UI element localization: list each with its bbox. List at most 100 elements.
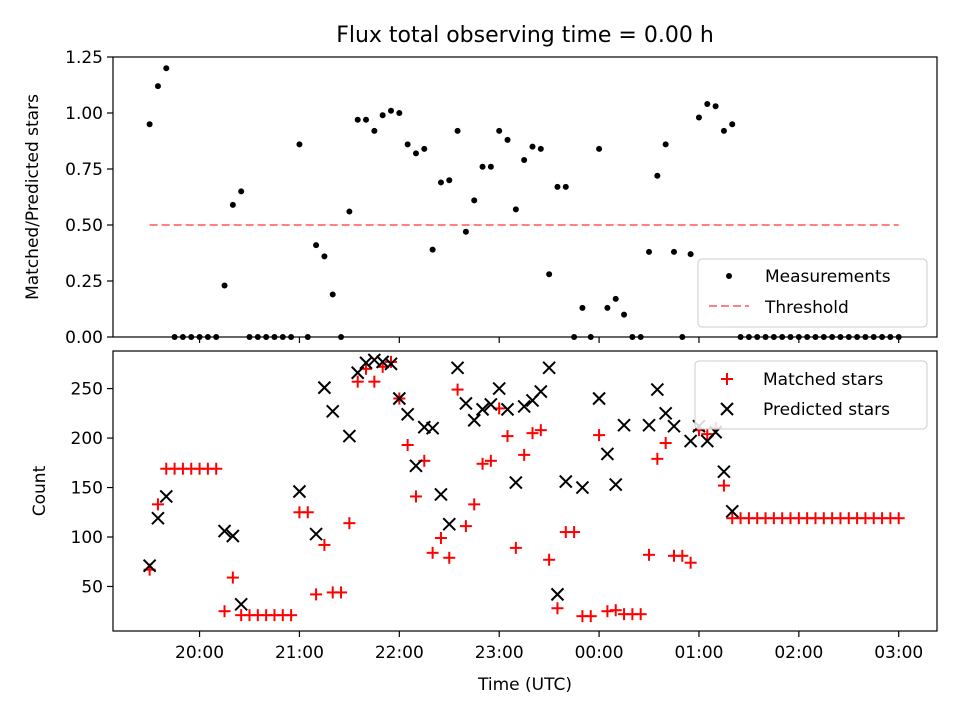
matched-stars-point (151, 498, 164, 511)
predicted-stars-point (442, 517, 456, 531)
predicted-stars-point (650, 382, 665, 397)
matched-stars-point (701, 428, 714, 441)
legend-threshold-label: Threshold (764, 298, 849, 318)
count-y-axis: 50 100 150 200 250 (71, 380, 113, 597)
ratio-panel: Flux total observing time = 0.00 h 0.000… (23, 23, 938, 348)
predicted-stars-point (384, 357, 398, 371)
ratio-y-axis-label: Matched/Predicted stars (23, 94, 43, 300)
count-x-tick-label: 03:00 (874, 643, 923, 663)
predicted-stars-point (400, 407, 415, 422)
measurement-point (462, 228, 469, 235)
matched-stars-point (551, 602, 564, 615)
measurement-point (346, 208, 353, 215)
legend-matched-label: Matched stars (763, 370, 883, 390)
predicted-stars-point (517, 399, 531, 414)
count-y-tick-label: 100 (71, 528, 103, 548)
matched-stars-point (310, 588, 323, 601)
measurement-point (662, 141, 669, 148)
predicted-stars-point (467, 413, 481, 427)
measurement-point (537, 145, 544, 152)
matched-stars-point (501, 430, 514, 443)
ratio-y-tick-label: 1.25 (65, 48, 103, 68)
measurement-point (562, 183, 569, 190)
measurement-point (546, 271, 553, 278)
count-x-tick-label: 20:00 (175, 643, 224, 663)
measurement-point (296, 141, 303, 148)
measurement-point (421, 145, 428, 152)
predicted-stars-point (217, 524, 232, 538)
predicted-stars-point (350, 366, 365, 380)
matched-stars-point (210, 462, 223, 475)
matched-stars-point (335, 586, 348, 599)
matched-stars-point (526, 427, 539, 440)
count-x-tick-label: 23:00 (475, 643, 524, 663)
ratio-legend: Measurements Threshold (697, 258, 928, 328)
count-x-tick-label: 00:00 (575, 643, 624, 663)
predicted-stars-point (425, 421, 440, 435)
ratio-legend-box (697, 258, 928, 328)
matched-stars-point (584, 610, 597, 623)
predicted-stars-point (159, 489, 173, 504)
measurement-point (371, 127, 378, 134)
measurement-point (554, 183, 561, 190)
ratio-y-tick-label: 0.25 (65, 272, 103, 292)
predicted-stars-point (658, 406, 673, 421)
matched-stars-point (643, 548, 656, 561)
ratio-y-tick-label: 0.00 (65, 328, 103, 348)
predicted-stars-point (559, 474, 573, 489)
measurement-point (363, 116, 370, 123)
measurement-point (654, 172, 661, 179)
predicted-stars-point (617, 418, 631, 432)
count-x-tick-label: 02:00 (774, 643, 823, 663)
matched-stars-point (468, 498, 481, 511)
predicted-stars-point (725, 504, 739, 518)
legend-predicted-label: Predicted stars (763, 400, 890, 420)
measurement-point (504, 136, 511, 143)
predicted-stars-point (592, 391, 606, 406)
measurement-point (596, 145, 603, 152)
measurement-point (229, 201, 236, 208)
predicted-stars-point (450, 361, 465, 375)
measurement-point (321, 253, 328, 260)
predicted-stars-point (142, 558, 157, 573)
matched-stars-point (343, 517, 356, 530)
measurement-point (729, 121, 736, 128)
matched-stars-point (892, 512, 905, 525)
measurement-point (521, 157, 528, 164)
matched-stars-point (368, 375, 381, 388)
predicted-stars-point (667, 419, 681, 433)
matched-stars-point (659, 437, 672, 450)
matched-stars-point (634, 608, 647, 621)
measurement-point (471, 197, 478, 204)
matched-stars-point (509, 541, 522, 554)
matched-stars-point (684, 556, 697, 569)
predicted-stars-point (642, 418, 656, 432)
measurement-point (354, 116, 361, 123)
predicted-stars-point (459, 396, 473, 411)
count-marks (142, 353, 905, 623)
measurement-point (412, 150, 419, 157)
matched-stars-point (459, 520, 472, 533)
predicted-stars-point (717, 464, 731, 479)
predicted-stars-point (317, 380, 332, 395)
matched-stars-point (609, 604, 622, 617)
ratio-y-tick-label: 1.00 (65, 104, 103, 124)
matched-stars-point (451, 383, 464, 396)
matched-stars-point (434, 531, 447, 544)
matched-stars-point (568, 526, 581, 539)
measurement-point (313, 242, 320, 249)
predicted-stars-point (492, 381, 506, 396)
measurement-point (612, 295, 619, 302)
count-legend: Matched stars Predicted stars (694, 360, 928, 430)
measurement-point (454, 127, 461, 134)
count-y-tick-label: 150 (71, 479, 103, 499)
count-panel: 50 100 150 200 250 20:00 21:00 22:00 23:00 00:00… (30, 350, 938, 695)
predicted-stars-point (534, 384, 548, 399)
matched-stars-point (717, 479, 730, 492)
predicted-stars-point (550, 587, 565, 602)
legend-predicted-x-icon (720, 402, 734, 416)
measurement-point (221, 282, 228, 289)
count-y-tick-label: 200 (71, 429, 103, 449)
matched-stars-point (484, 454, 497, 467)
